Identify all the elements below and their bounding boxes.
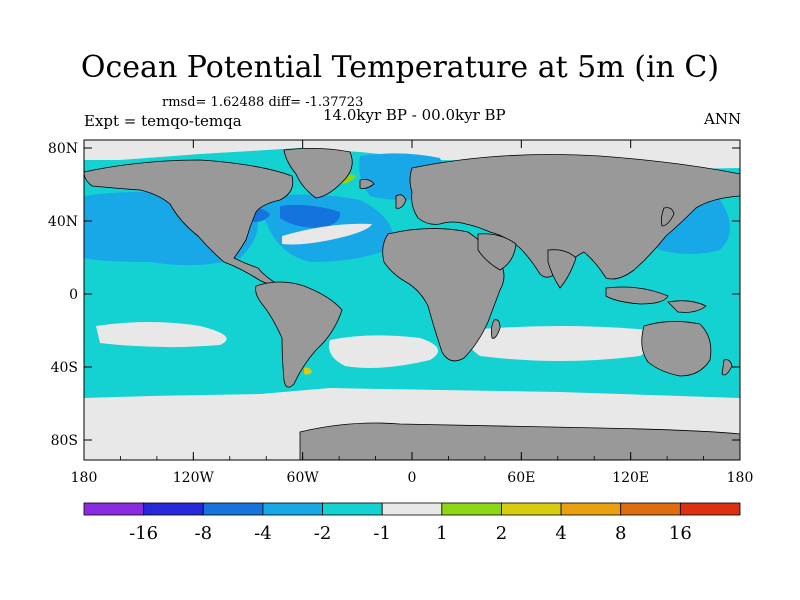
new-zealand-land: [721, 359, 733, 376]
x-tick-label: 180: [727, 470, 754, 486]
y-tick-label: 80N: [48, 141, 78, 157]
land-masses: [84, 148, 740, 460]
britain-land: [395, 194, 407, 209]
japan-land: [660, 207, 675, 227]
x-tick-label: 120W: [173, 470, 215, 486]
colorbar-swatch: [620, 502, 681, 516]
colorbar-swatch: [262, 502, 323, 516]
colorbar-swatch: [560, 502, 622, 516]
map-field: [84, 140, 740, 460]
madagascar-land: [490, 319, 501, 339]
colorbar-swatch: [679, 502, 741, 516]
south-america-land: [255, 281, 343, 388]
colorbar-label: 1: [436, 523, 447, 544]
colorbar-label: -1: [373, 523, 391, 544]
iceland-land: [359, 179, 375, 189]
colorbar-label: -2: [314, 523, 332, 544]
colorbar-swatch: [501, 502, 562, 516]
x-tick-label: 60E: [507, 470, 535, 486]
gulf-stream-cool: [280, 204, 341, 228]
colorbar-label: 8: [615, 523, 626, 544]
x-tick-label: 60W: [287, 470, 320, 486]
colorbar-label: 4: [555, 523, 566, 544]
australia-land: [641, 321, 712, 377]
y-tick-label: 40N: [48, 214, 78, 230]
colorbar-label: -4: [254, 523, 272, 544]
colorbar-swatch: [322, 502, 383, 516]
x-tick-label: 0: [408, 470, 417, 486]
y-tick-label: 80S: [51, 433, 78, 449]
colorbar-swatch: [83, 502, 145, 516]
atlantic-neutral-streak: [282, 223, 372, 245]
north-america-land: [84, 159, 294, 285]
new-guinea-land: [667, 300, 707, 313]
experiment-label: Expt = temqo-temqa: [84, 112, 242, 130]
greenland-land: [283, 148, 353, 199]
colorbar: -16 -8 -4 -2 -1 1 2 4 8 16: [83, 502, 741, 544]
y-tick-label: 40S: [51, 360, 78, 376]
x-tick-label: 120E: [612, 470, 649, 486]
colorbar-swatch: [381, 502, 443, 516]
indonesia-land: [605, 286, 669, 305]
south-indian-neutral: [467, 326, 654, 361]
colorbar-label: -8: [194, 523, 212, 544]
colorbar-label: -16: [129, 523, 158, 544]
colorbar-swatch: [441, 502, 502, 516]
colorbar-swatch: [202, 502, 264, 516]
y-tick-label: 0: [69, 287, 78, 303]
arabia-land: [477, 233, 517, 271]
south-pacific-neutral: [96, 322, 227, 348]
colorbar-label: 2: [496, 523, 507, 544]
map-title: Ocean Potential Temperature at 5m (in C): [80, 50, 720, 85]
south-atlantic-neutral: [329, 335, 438, 368]
antarctica-land: [299, 422, 740, 460]
colorbar-label: 16: [669, 523, 692, 544]
x-tick-label: 180: [71, 470, 98, 486]
axis-tick-labels: 80N 40N 0 40S 80S 180 120W 60W 0 60E 120E 180: [48, 141, 753, 486]
colorbar-swatch: [143, 502, 204, 516]
axis-ticks: [83, 140, 741, 460]
season-label: ANN: [704, 110, 742, 128]
period-label: 14.0kyr BP - 00.0kyr BP: [323, 106, 506, 124]
patagonia-warm: [304, 367, 312, 375]
india-land: [547, 249, 577, 289]
stats-label: rmsd= 1.62488 diff= -1.37723: [162, 95, 364, 110]
